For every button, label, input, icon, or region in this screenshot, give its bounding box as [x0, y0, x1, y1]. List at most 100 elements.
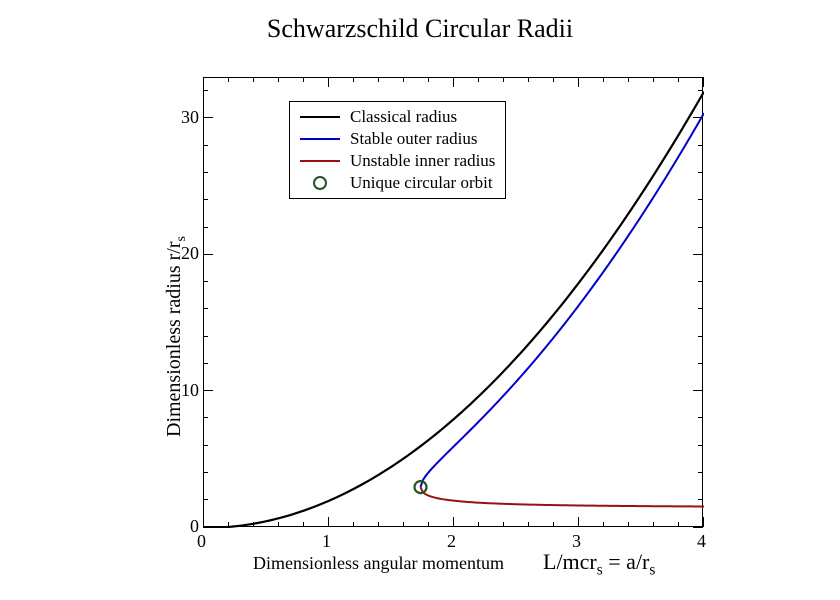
- x-tick: [453, 77, 454, 87]
- y-tick: [203, 227, 208, 228]
- plot-area: Classical radiusStable outer radiusUnsta…: [203, 77, 703, 527]
- y-tick: [203, 499, 208, 500]
- marker-unique-orbit: [415, 481, 427, 493]
- x-tick-label: 1: [322, 531, 331, 552]
- x-tick: [403, 77, 404, 82]
- x-tick: [628, 522, 629, 527]
- y-tick: [203, 117, 213, 118]
- x-tick: [228, 522, 229, 527]
- legend-label: Unstable inner radius: [350, 151, 495, 171]
- x-tick: [653, 77, 654, 82]
- y-tick: [698, 227, 703, 228]
- x-tick: [603, 77, 604, 82]
- x-tick: [703, 517, 704, 527]
- legend-swatch: [300, 130, 340, 148]
- legend-swatch: [300, 174, 340, 192]
- y-tick: [203, 336, 208, 337]
- x-tick: [278, 522, 279, 527]
- x-tick: [278, 77, 279, 82]
- x-tick: [678, 77, 679, 82]
- x-tick: [428, 77, 429, 82]
- y-tick: [203, 417, 208, 418]
- y-tick-label: 0: [173, 516, 199, 537]
- x-tick: [553, 522, 554, 527]
- x-tick: [478, 522, 479, 527]
- x-tick: [403, 522, 404, 527]
- y-tick: [698, 308, 703, 309]
- y-tick: [203, 363, 208, 364]
- y-tick: [698, 145, 703, 146]
- x-tick: [553, 77, 554, 82]
- series-unstable-inner: [421, 487, 704, 506]
- y-tick: [203, 199, 208, 200]
- legend: Classical radiusStable outer radiusUnsta…: [289, 101, 506, 199]
- x-axis-label: Dimensionless angular momentum: [253, 553, 504, 574]
- y-tick: [203, 472, 208, 473]
- x-tick: [253, 522, 254, 527]
- y-tick: [693, 254, 703, 255]
- y-axis-label: Dimensionless radius r/rs: [163, 236, 190, 437]
- x-tick: [328, 77, 329, 87]
- x-tick: [253, 77, 254, 82]
- x-tick-label: 3: [572, 531, 581, 552]
- x-tick: [378, 522, 379, 527]
- x-tick: [303, 77, 304, 82]
- y-tick: [693, 117, 703, 118]
- y-tick: [698, 472, 703, 473]
- x-tick: [353, 522, 354, 527]
- x-tick-label: 4: [697, 531, 706, 552]
- y-tick: [203, 254, 213, 255]
- x-tick: [303, 522, 304, 527]
- y-tick: [693, 390, 703, 391]
- x-tick: [503, 522, 504, 527]
- y-tick: [698, 281, 703, 282]
- y-tick: [203, 90, 208, 91]
- legend-item: Unstable inner radius: [300, 150, 495, 172]
- x-tick: [578, 517, 579, 527]
- legend-item: Classical radius: [300, 106, 495, 128]
- y-tick-label: 20: [173, 243, 199, 264]
- y-tick-label: 30: [173, 107, 199, 128]
- x-tick: [428, 522, 429, 527]
- y-tick: [203, 145, 208, 146]
- y-tick: [698, 336, 703, 337]
- x-tick: [703, 77, 704, 87]
- x-tick: [328, 517, 329, 527]
- y-tick: [203, 445, 208, 446]
- legend-label: Classical radius: [350, 107, 457, 127]
- legend-label: Unique circular orbit: [350, 173, 493, 193]
- x-tick: [628, 77, 629, 82]
- x-tick: [578, 77, 579, 87]
- y-tick: [203, 308, 208, 309]
- legend-item: Unique circular orbit: [300, 172, 495, 194]
- y-tick: [698, 363, 703, 364]
- x-tick: [378, 77, 379, 82]
- chart-canvas: Schwarzschild Circular Radii Classical r…: [0, 0, 840, 600]
- y-tick-label: 10: [173, 380, 199, 401]
- legend-swatch: [300, 152, 340, 170]
- y-tick: [698, 90, 703, 91]
- legend-item: Stable outer radius: [300, 128, 495, 150]
- y-tick: [203, 390, 213, 391]
- y-tick: [698, 172, 703, 173]
- y-tick: [698, 199, 703, 200]
- x-tick: [678, 522, 679, 527]
- x-tick: [603, 522, 604, 527]
- y-tick: [203, 527, 213, 528]
- x-tick-label: 2: [447, 531, 456, 552]
- x-tick: [203, 517, 204, 527]
- y-tick: [698, 499, 703, 500]
- y-tick: [698, 417, 703, 418]
- x-axis-expression: L/mcrs = a/rs: [543, 549, 655, 579]
- y-tick: [698, 445, 703, 446]
- y-tick: [203, 172, 208, 173]
- legend-swatch: [300, 108, 340, 126]
- x-tick: [353, 77, 354, 82]
- y-tick: [203, 281, 208, 282]
- chart-title: Schwarzschild Circular Radii: [0, 14, 840, 44]
- y-tick: [693, 527, 703, 528]
- x-tick: [653, 522, 654, 527]
- x-tick: [453, 517, 454, 527]
- x-tick: [528, 522, 529, 527]
- x-tick: [528, 77, 529, 82]
